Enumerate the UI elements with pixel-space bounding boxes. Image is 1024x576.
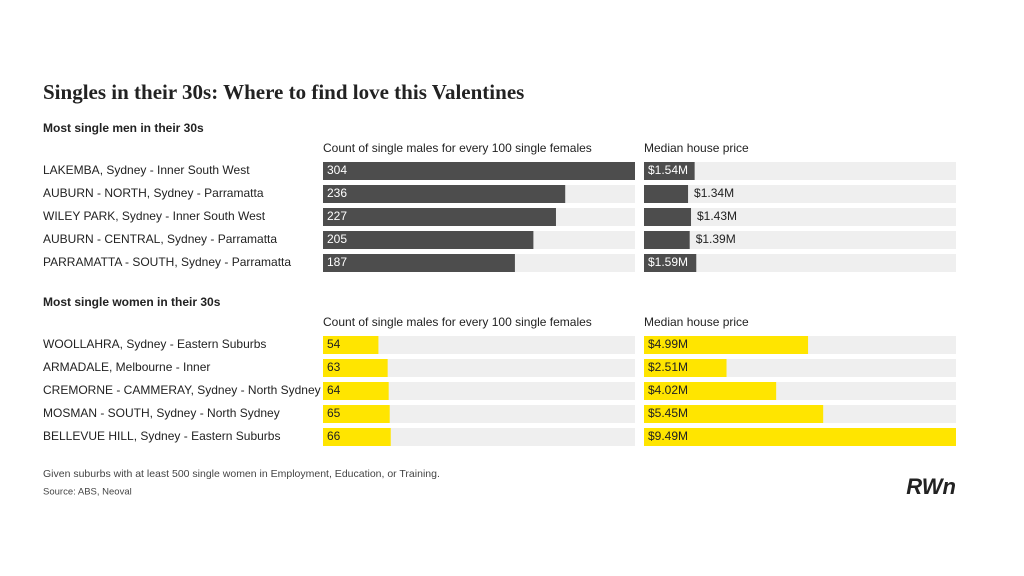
value-label: $9.49M xyxy=(648,429,688,443)
value-label: 54 xyxy=(327,337,341,351)
bar-track xyxy=(323,359,635,377)
column-header: Count of single males for every 100 sing… xyxy=(323,315,592,329)
row-label: CREMORNE - CAMMERAY, Sydney - North Sydn… xyxy=(43,383,321,397)
chart-title: Singles in their 30s: Where to find love… xyxy=(43,80,524,104)
bar-track xyxy=(323,336,635,354)
row-label: MOSMAN - SOUTH, Sydney - North Sydney xyxy=(43,406,280,420)
value-label: 304 xyxy=(327,163,347,177)
bar xyxy=(644,382,777,400)
value-label: $1.59M xyxy=(648,255,688,269)
bar xyxy=(644,405,824,423)
row-label: WOOLLAHRA, Sydney - Eastern Suburbs xyxy=(43,337,266,351)
section-subtitle: Most single men in their 30s xyxy=(43,121,204,135)
bar xyxy=(323,254,515,272)
value-label: $2.51M xyxy=(648,360,688,374)
bar xyxy=(644,336,809,354)
value-label: 227 xyxy=(327,209,347,223)
bar-track xyxy=(323,428,635,446)
bar-track xyxy=(644,185,956,203)
column-header: Count of single males for every 100 sing… xyxy=(323,141,592,155)
value-label: $4.02M xyxy=(648,383,688,397)
value-label: 66 xyxy=(327,429,341,443)
row-label: ARMADALE, Melbourne - Inner xyxy=(43,360,210,374)
bar-track xyxy=(644,254,956,272)
bar xyxy=(323,359,388,377)
column-header: Median house price xyxy=(644,141,749,155)
bar xyxy=(644,162,695,180)
value-label: 187 xyxy=(327,255,347,269)
row-label: AUBURN - NORTH, Sydney - Parramatta xyxy=(43,186,264,200)
bar xyxy=(323,405,390,423)
bar-track xyxy=(644,162,956,180)
brand-logo: RWn xyxy=(906,474,956,499)
value-label: 205 xyxy=(327,232,347,246)
value-label: $1.54M xyxy=(648,163,688,177)
value-label: 63 xyxy=(327,360,341,374)
note: Given suburbs with at least 500 single w… xyxy=(43,468,440,480)
row-label: AUBURN - CENTRAL, Sydney - Parramatta xyxy=(43,232,277,246)
value-label: $1.34M xyxy=(694,186,734,200)
row-label: WILEY PARK, Sydney - Inner South West xyxy=(43,209,266,223)
bar xyxy=(323,231,534,249)
bar xyxy=(323,208,556,226)
value-label: 65 xyxy=(327,406,341,420)
bar xyxy=(323,428,391,446)
bar xyxy=(644,231,690,249)
bar-track xyxy=(644,231,956,249)
bar xyxy=(644,359,727,377)
bar xyxy=(644,208,692,226)
bar xyxy=(644,185,689,203)
value-label: 64 xyxy=(327,383,341,397)
bar xyxy=(323,382,389,400)
source: Source: ABS, Neoval xyxy=(43,487,132,498)
bar xyxy=(644,428,956,446)
bar xyxy=(644,254,697,272)
row-label: PARRAMATTA - SOUTH, Sydney - Parramatta xyxy=(43,255,291,269)
value-label: $1.43M xyxy=(697,209,737,223)
row-label: LAKEMBA, Sydney - Inner South West xyxy=(43,163,250,177)
bar-track xyxy=(644,208,956,226)
value-label: $1.39M xyxy=(696,232,736,246)
bar-track xyxy=(323,382,635,400)
bar xyxy=(323,162,635,180)
bar-track xyxy=(323,405,635,423)
bar xyxy=(323,185,566,203)
value-label: $4.99M xyxy=(648,337,688,351)
bar xyxy=(323,336,379,354)
value-label: $5.45M xyxy=(648,406,688,420)
column-header: Median house price xyxy=(644,315,749,329)
section-subtitle: Most single women in their 30s xyxy=(43,295,221,309)
value-label: 236 xyxy=(327,186,347,200)
row-label: BELLEVUE HILL, Sydney - Eastern Suburbs xyxy=(43,429,280,443)
